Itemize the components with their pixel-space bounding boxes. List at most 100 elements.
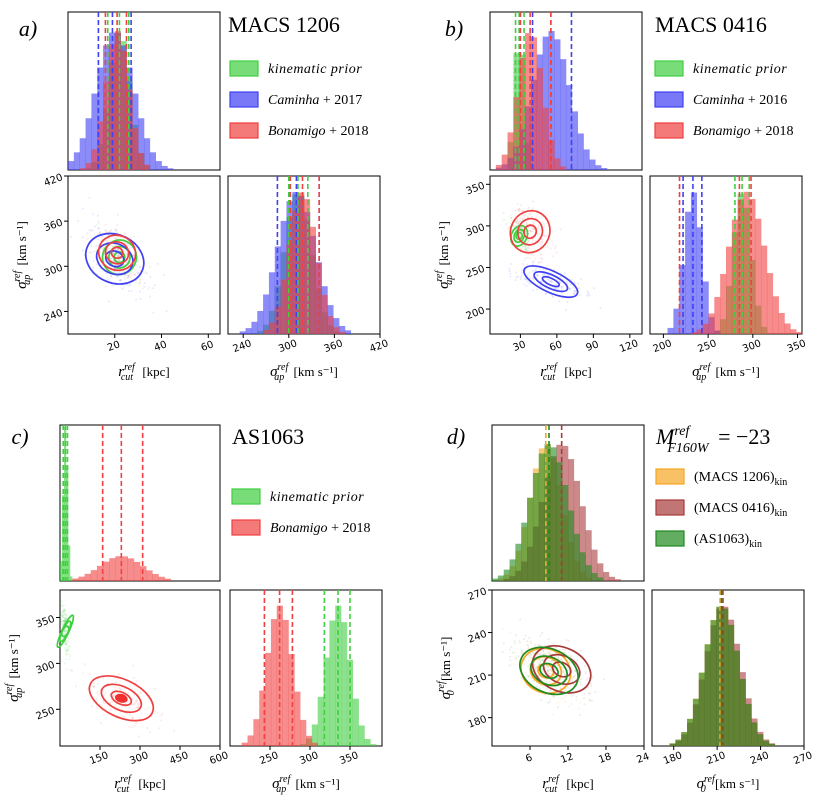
joint-sample	[118, 254, 121, 257]
joint-sample	[130, 271, 133, 274]
sigma-hist-2-bar	[704, 644, 711, 746]
joint-sample	[501, 650, 504, 653]
joint-sample	[118, 259, 121, 262]
joint-sample	[120, 278, 123, 281]
joint-sample	[147, 288, 150, 291]
joint-sample	[132, 664, 135, 667]
contour-1	[529, 655, 569, 687]
sigma-hist-2-bar	[784, 323, 791, 334]
joint-sample	[527, 240, 530, 243]
joint-sample	[528, 637, 531, 640]
joint-sample	[532, 222, 535, 225]
joint-sample	[584, 672, 587, 675]
joint-sample	[96, 238, 99, 241]
joint-sample	[100, 721, 103, 724]
contour-2	[531, 645, 592, 694]
joint-sample	[521, 263, 524, 266]
joint-sample	[552, 695, 555, 698]
joint-sample	[525, 249, 528, 252]
joint-sample	[135, 706, 138, 709]
sigma-hist-axis-tick-label: 300	[277, 338, 299, 355]
joint-sample	[62, 605, 65, 608]
joint-sample	[526, 249, 529, 252]
joint-sample	[64, 614, 67, 617]
joint-sample	[522, 227, 525, 230]
joint-sample	[97, 227, 100, 230]
sigma-hist-axis-tick-label: 250	[258, 750, 280, 767]
joint-sample	[64, 613, 67, 616]
sigma-hist-2-bar	[772, 296, 779, 334]
rcut-axis-tick-label: 30	[512, 339, 528, 354]
joint-sample	[543, 225, 546, 228]
joint-sample	[517, 222, 520, 225]
joint-sample	[568, 688, 571, 691]
sigma-hist-axis-tick-label: 270	[792, 750, 814, 767]
joint-sample	[91, 229, 94, 232]
joint-sample	[559, 686, 562, 689]
panel-d: d) Mref F160W = −23 (MACS 1206)kin (MACS 041…	[436, 424, 814, 795]
joint-sample	[568, 661, 571, 664]
joint-sample	[524, 230, 527, 233]
joint-sample	[535, 667, 538, 670]
joint-sample	[135, 281, 138, 284]
joint-sample	[121, 705, 124, 708]
joint-sample	[538, 643, 541, 646]
joint-sample	[580, 683, 583, 686]
panel-title: MACS 0416	[655, 12, 767, 37]
joint-sample	[115, 264, 118, 267]
rcut-axis-tick-label: 120	[618, 338, 640, 355]
sigma-hist-0-bar	[364, 738, 371, 746]
joint-sample	[504, 218, 507, 221]
joint-sample	[543, 273, 546, 276]
sigma-hist-2-bar	[733, 650, 740, 746]
joint-sample	[542, 650, 545, 653]
joint-sample	[549, 689, 552, 692]
joint-sample	[541, 257, 544, 260]
joint-sample	[82, 207, 85, 210]
rcut-hist-2-bar	[544, 444, 551, 581]
joint-sample	[552, 255, 555, 258]
joint-sample	[546, 669, 549, 672]
joint-sample	[531, 207, 534, 210]
joint-sample	[63, 619, 66, 622]
joint-sample	[93, 250, 96, 253]
joint-sample	[125, 255, 128, 258]
joint-sample	[131, 718, 134, 721]
sigma-hist-2-bar	[687, 718, 694, 746]
joint-sample	[517, 222, 520, 225]
sigma-axis-tick-label: 210	[467, 671, 489, 688]
joint-sample	[65, 643, 68, 646]
joint-sample	[545, 687, 548, 690]
joint-sample	[554, 652, 557, 655]
joint-sample	[62, 609, 65, 612]
joint-sample	[117, 253, 120, 256]
joint-sample	[101, 235, 104, 238]
joint-sample	[63, 662, 66, 665]
joint-sample	[561, 648, 564, 651]
joint-sample	[115, 228, 118, 231]
rcut-hist-1-bar	[96, 565, 104, 581]
joint-sample	[149, 731, 152, 734]
joint-sample	[107, 237, 110, 240]
joint-sample	[114, 270, 117, 273]
joint-sample	[517, 209, 520, 212]
rcut-hist-1-bar	[73, 152, 80, 170]
sigma-hist-axis-tick-label: 210	[705, 750, 727, 767]
joint-sample	[546, 669, 549, 672]
contour-2	[520, 647, 572, 695]
joint-sample	[565, 308, 568, 311]
joint-sample	[572, 676, 575, 679]
sigma-axis-tick-label: 240	[43, 308, 65, 325]
rcut-hist-0-bar	[68, 545, 71, 581]
joint-sample	[526, 246, 529, 249]
joint-sample	[115, 703, 118, 706]
contour-1	[533, 270, 569, 293]
joint-contour-axes	[489, 175, 643, 335]
joint-sample	[128, 283, 131, 286]
joint-sample	[526, 216, 529, 219]
joint-sample	[101, 247, 104, 250]
joint-sample	[579, 714, 582, 717]
joint-sample	[64, 629, 67, 632]
sigma-hist-2-bar	[681, 732, 688, 746]
joint-sample	[541, 238, 544, 241]
